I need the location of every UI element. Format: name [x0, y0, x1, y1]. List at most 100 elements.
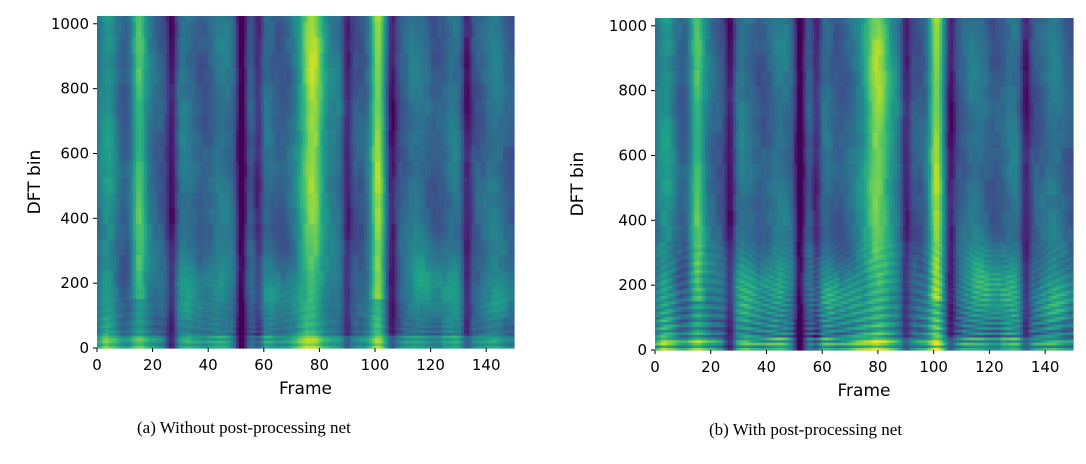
heatmap-cell — [116, 65, 120, 69]
heatmap-cell — [122, 52, 126, 56]
heatmap-cell — [122, 47, 126, 51]
heatmap-cell — [108, 200, 112, 204]
heatmap-cell — [127, 322, 131, 326]
heatmap-cell — [113, 62, 118, 66]
heatmap-cell — [116, 36, 120, 40]
heatmap-cell — [97, 277, 101, 282]
heatmap-cell — [122, 114, 126, 118]
heatmap-cell — [133, 135, 137, 139]
heatmap-cell — [102, 41, 106, 46]
heatmap-cell — [99, 332, 104, 336]
heatmap-cell — [135, 275, 140, 279]
heatmap-cell — [110, 210, 115, 214]
heatmap-cell — [99, 244, 104, 248]
heatmap-cell — [113, 324, 118, 328]
heatmap-cell — [124, 143, 129, 147]
heatmap-cell — [113, 91, 118, 95]
heatmap-cell — [124, 303, 129, 308]
heatmap-cell — [102, 156, 106, 160]
heatmap-cell — [130, 111, 134, 116]
heatmap-cell — [102, 91, 106, 95]
heatmap-cell — [130, 130, 134, 134]
heatmap-cell — [110, 342, 115, 346]
heatmap-cell — [99, 86, 104, 90]
heatmap-cell — [130, 280, 134, 284]
heatmap-cell — [119, 91, 123, 95]
heatmap-cell — [102, 153, 106, 157]
heatmap-cell — [130, 218, 134, 222]
heatmap-cell — [116, 163, 120, 168]
heatmap-cell — [108, 259, 112, 263]
heatmap-cell — [130, 228, 134, 232]
heatmap-cell — [116, 114, 120, 118]
heatmap-cell — [110, 215, 115, 219]
heatmap-cell — [99, 254, 104, 258]
heatmap-cell — [105, 311, 109, 315]
heatmap-cell — [135, 283, 140, 287]
heatmap-cell — [124, 182, 129, 186]
heatmap-cell — [133, 132, 137, 136]
heatmap-cell — [135, 335, 140, 339]
heatmap-cell — [110, 309, 115, 313]
heatmap-cell — [108, 104, 112, 108]
heatmap-cell — [102, 60, 106, 64]
heatmap-cell — [113, 288, 118, 292]
heatmap-cell — [122, 117, 126, 121]
heatmap-cell — [113, 283, 118, 287]
heatmap-cell — [133, 109, 137, 113]
heatmap-cell — [110, 270, 115, 274]
heatmap-cell — [108, 316, 112, 321]
heatmap-cell — [108, 54, 112, 59]
heatmap-cell — [99, 111, 104, 116]
heatmap-cell — [122, 324, 126, 328]
heatmap-cell — [102, 270, 106, 274]
heatmap-cell — [99, 148, 104, 152]
heatmap-cell — [127, 153, 131, 157]
heatmap-cell — [113, 67, 118, 72]
heatmap-cell — [124, 249, 129, 253]
heatmap-cell — [99, 226, 104, 230]
heatmap-cell — [133, 78, 137, 82]
heatmap-cell — [110, 171, 115, 175]
heatmap-cell — [130, 117, 134, 121]
heatmap-cell — [110, 119, 115, 123]
heatmap-cell — [122, 80, 126, 85]
heatmap-cell — [124, 246, 129, 251]
heatmap-cell — [97, 135, 101, 139]
heatmap-cell — [135, 340, 140, 344]
heatmap-cell — [130, 156, 134, 160]
heatmap-cell — [105, 220, 109, 225]
heatmap-cell — [113, 184, 118, 188]
heatmap-cell — [99, 275, 104, 279]
heatmap-cell — [135, 223, 140, 227]
heatmap-cell — [108, 182, 112, 186]
heatmap-cell — [108, 34, 112, 38]
heatmap-cell — [108, 329, 112, 334]
heatmap-cell — [127, 288, 131, 292]
heatmap-cell — [108, 220, 112, 225]
heatmap-cell — [97, 49, 101, 53]
heatmap-cell — [122, 176, 126, 180]
heatmap-cell — [130, 202, 134, 206]
heatmap-cell — [113, 210, 118, 214]
heatmap-cell — [119, 259, 123, 263]
heatmap-cell — [110, 213, 115, 217]
heatmap-cell — [127, 262, 131, 266]
heatmap-cell — [116, 117, 120, 121]
heatmap-cell — [97, 156, 101, 160]
heatmap-cell — [113, 301, 118, 305]
heatmap-cell — [133, 73, 137, 77]
heatmap-cell — [108, 306, 112, 310]
heatmap-cell — [116, 156, 120, 160]
heatmap-cell — [135, 259, 140, 263]
heatmap-cell — [116, 145, 120, 149]
heatmap-cell — [124, 200, 129, 204]
heatmap-cell — [133, 23, 137, 27]
heatmap-cell — [99, 298, 104, 302]
heatmap-cell — [102, 319, 106, 323]
heatmap-cell — [97, 210, 101, 214]
heatmap-cell — [102, 114, 106, 118]
heatmap-cell — [102, 327, 106, 331]
heatmap-cell — [116, 259, 120, 263]
heatmap-cell — [105, 306, 109, 310]
